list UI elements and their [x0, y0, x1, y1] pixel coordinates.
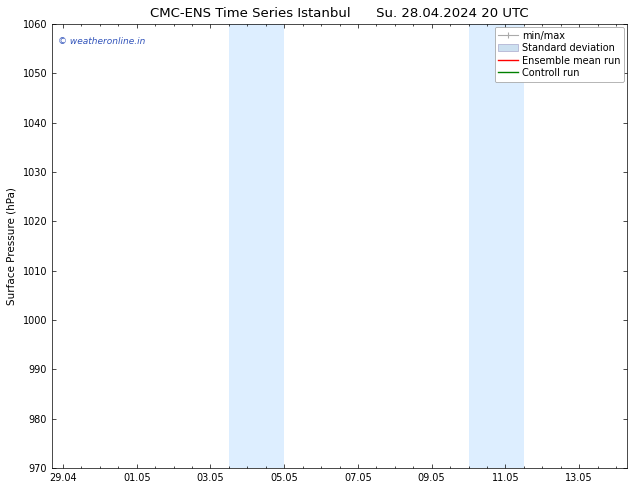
Y-axis label: Surface Pressure (hPa): Surface Pressure (hPa) — [7, 187, 17, 305]
Legend: min/max, Standard deviation, Ensemble mean run, Controll run: min/max, Standard deviation, Ensemble me… — [495, 27, 624, 82]
Text: © weatheronline.in: © weatheronline.in — [58, 37, 145, 46]
Title: CMC-ENS Time Series Istanbul      Su. 28.04.2024 20 UTC: CMC-ENS Time Series Istanbul Su. 28.04.2… — [150, 7, 529, 20]
Bar — [229, 24, 284, 468]
Bar — [469, 24, 524, 468]
